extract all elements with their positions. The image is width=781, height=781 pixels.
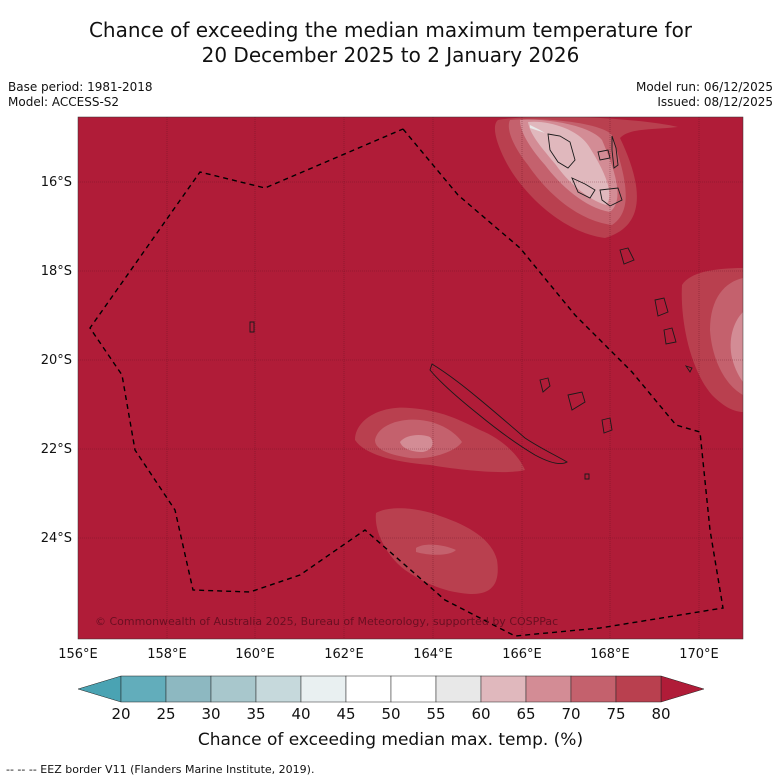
vanuatu-coast [547, 133, 635, 265]
colorbar-swatch [435, 675, 482, 703]
colorbar-swatch [615, 675, 662, 703]
colorbar-swatch [390, 675, 437, 703]
colorbar-swatch [120, 675, 167, 703]
colorbar-swatch [345, 675, 392, 703]
contour-vanuatu [494, 117, 678, 238]
title-line-1: Chance of exceeding the median maximum t… [88, 18, 693, 42]
lon-label-164e: 164°E [413, 647, 453, 662]
contour-ncal-west [355, 407, 525, 473]
colorbar-tick: 25 [156, 705, 176, 723]
map-frame [77, 116, 744, 640]
chart-title: Chance of exceeding the median maximum t… [0, 18, 781, 68]
colorbar-tick: 75 [606, 705, 626, 723]
colorbar-swatch [255, 675, 302, 703]
colorbar-tick: 35 [246, 705, 266, 723]
contour-south [375, 508, 498, 595]
lat-label-20s: 20°S [40, 353, 72, 368]
colorbar-tick: 80 [651, 705, 671, 723]
colorbar-tick: 50 [381, 705, 401, 723]
lon-label-160e: 160°E [235, 647, 275, 662]
meta-left: Base period: 1981-2018 Model: ACCESS-S2 [8, 80, 153, 110]
colorbar-swatch [570, 675, 617, 703]
copyright-text: © Commonwealth of Australia 2025, Bureau… [95, 615, 558, 628]
colorbar-swatch [300, 675, 347, 703]
colorbar-low-extension [77, 675, 122, 703]
colorbar-swatch [480, 675, 527, 703]
colorbar [77, 675, 705, 703]
new-caledonia-coast [429, 363, 568, 465]
lon-label-166e: 166°E [502, 647, 542, 662]
colorbar-tick: 45 [336, 705, 356, 723]
lat-label-24s: 24°S [40, 531, 72, 546]
colorbar-tick: 20 [111, 705, 131, 723]
colorbar-swatch [165, 675, 212, 703]
base-period: Base period: 1981-2018 [8, 80, 153, 94]
coastlines [249, 133, 693, 480]
contour-east [681, 268, 743, 412]
title-line-2: 20 December 2025 to 2 January 2026 [201, 43, 580, 67]
lon-label-170e: 170°E [679, 647, 719, 662]
lon-label-156e: 156°E [58, 647, 98, 662]
model-name: Model: ACCESS-S2 [8, 95, 120, 109]
grid-lines [78, 117, 743, 639]
colorbar-tick: 55 [426, 705, 446, 723]
lon-label-168e: 168°E [590, 647, 630, 662]
colorbar-tick: 65 [516, 705, 536, 723]
colorbar-tick: 40 [291, 705, 311, 723]
colorbar-tick: 30 [201, 705, 221, 723]
lon-label-158e: 158°E [147, 647, 187, 662]
lat-label-18s: 18°S [40, 264, 72, 279]
meta-right: Model run: 06/12/2025 Issued: 08/12/2025 [636, 80, 773, 110]
colorbar-label: Chance of exceeding median max. temp. (%… [197, 730, 584, 750]
issued-date: Issued: 08/12/2025 [657, 95, 773, 109]
lat-label-22s: 22°S [40, 442, 72, 457]
lon-label-162e: 162°E [324, 647, 364, 662]
colorbar-swatch [525, 675, 572, 703]
colorbar-swatch [210, 675, 257, 703]
islands-east-coast [249, 297, 693, 480]
colorbar-high-extension [660, 675, 705, 703]
model-run: Model run: 06/12/2025 [635, 80, 773, 94]
lat-label-16s: 16°S [40, 175, 72, 190]
eez-border [89, 128, 724, 637]
colorbar-tick: 60 [471, 705, 491, 723]
loyalty-islands-coast [539, 377, 613, 434]
eez-footnote: -- -- -- EEZ border V11 (Flanders Marine… [6, 763, 315, 776]
colorbar-tick: 70 [561, 705, 581, 723]
map-plot: © Commonwealth of Australia 2025, Bureau… [78, 117, 743, 639]
